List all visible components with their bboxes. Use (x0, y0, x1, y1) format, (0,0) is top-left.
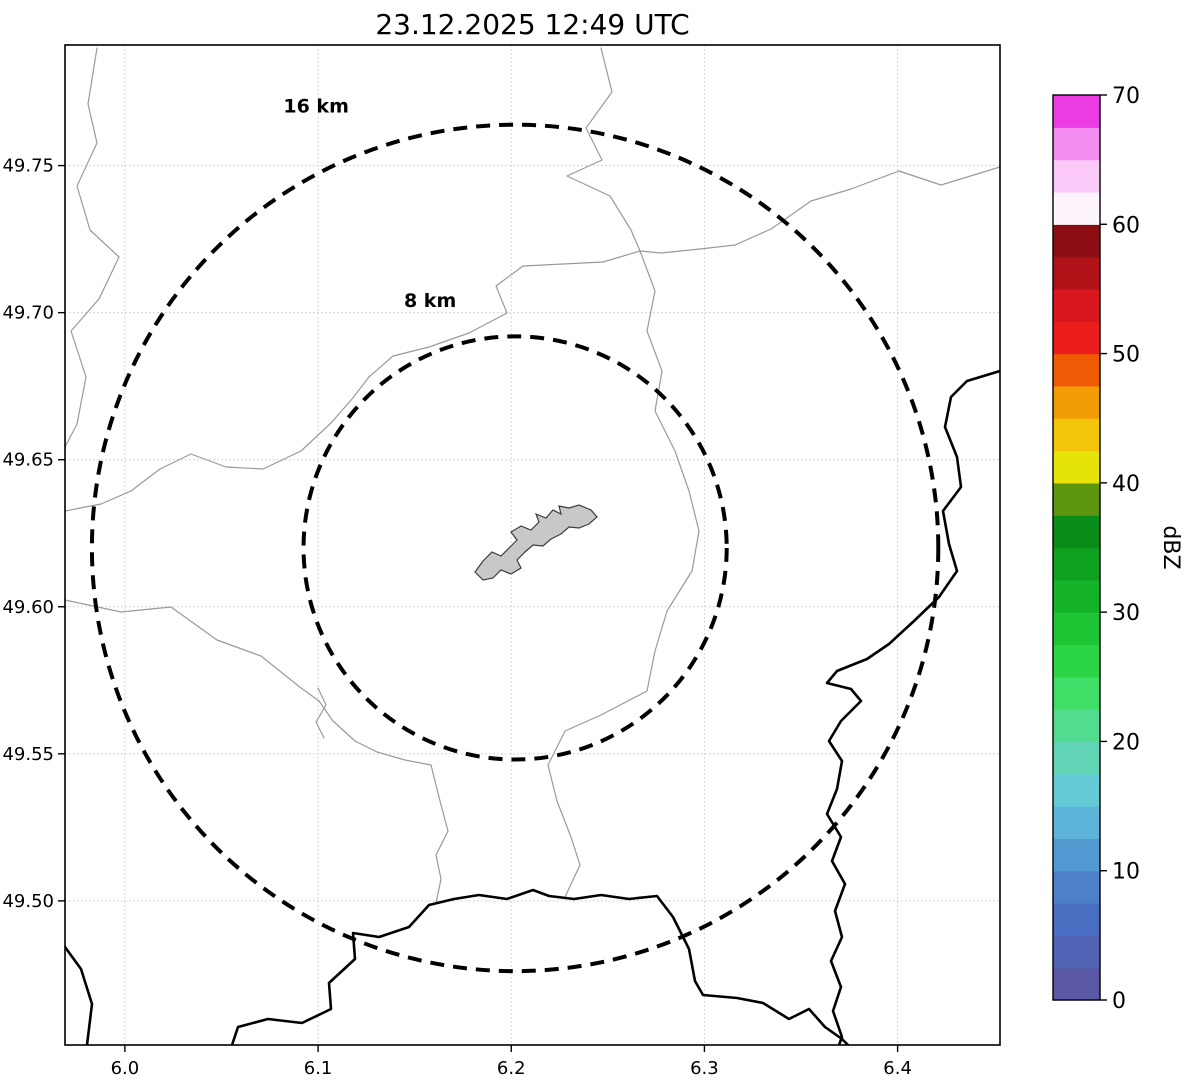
colorbar-segment (1053, 870, 1100, 904)
x-axis-tick-label: 6.4 (883, 1058, 912, 1079)
range-ring-label: 8 km (404, 290, 456, 312)
colorbar-tick-label: 20 (1112, 730, 1140, 755)
colorbar-segment (1053, 353, 1100, 387)
river-line (315, 687, 327, 739)
colorbar-unit-label: dBZ (1158, 525, 1183, 569)
y-axis-tick-label: 49.55 (2, 744, 54, 765)
x-axis-tick-label: 6.0 (111, 1058, 140, 1079)
x-axis-tick-label: 6.2 (497, 1058, 526, 1079)
range-ring-8km (301, 334, 729, 762)
range-ring-label: 16 km (283, 96, 349, 118)
x-axis-tick-label: 6.3 (690, 1058, 719, 1079)
colorbar-segment (1053, 612, 1100, 646)
y-axis-tick-label: 49.70 (2, 303, 54, 324)
colorbar-segment (1053, 773, 1100, 807)
x-axis-tick-label: 6.1 (304, 1058, 333, 1079)
colorbar-segment (1053, 191, 1100, 225)
colorbar-segment (1053, 224, 1100, 258)
river-line (65, 47, 641, 512)
river-line (65, 599, 449, 904)
colorbar-tick-label: 0 (1112, 989, 1126, 1014)
plot-frame (64, 44, 1001, 1046)
range-ring-16km (89, 122, 941, 974)
colorbar-tick-label: 40 (1112, 472, 1140, 497)
colorbar-segment (1053, 676, 1100, 710)
y-axis-tick-label: 49.60 (2, 597, 54, 618)
colorbar-segment (1053, 482, 1100, 516)
colorbar-tick-label: 30 (1112, 601, 1140, 626)
colorbar-segment (1053, 547, 1100, 581)
colorbar-segment (1053, 935, 1100, 969)
colorbar-segment (1053, 321, 1100, 355)
colorbar-tick-label: 60 (1112, 213, 1140, 238)
colorbar-segment (1053, 385, 1100, 419)
colorbar-segment (1053, 903, 1100, 936)
colorbar-tick-label: 10 (1112, 860, 1140, 885)
country-border-line (65, 945, 94, 1045)
colorbar-segment (1053, 159, 1100, 193)
colorbar-segment (1053, 95, 1100, 128)
colorbar-segment (1053, 838, 1100, 872)
colorbar-segment (1053, 256, 1100, 290)
colorbar-segment (1053, 709, 1100, 743)
colorbar-segment (1053, 127, 1100, 161)
colorbar-tick-label: 50 (1112, 343, 1140, 368)
colorbar-segment (1053, 967, 1100, 1001)
map-layers: 8 km 16 km (65, 45, 1000, 1045)
river-line (639, 166, 1000, 254)
colorbar-tick-label: 70 (1112, 84, 1140, 109)
colorbar-segment (1053, 644, 1100, 678)
colorbar-segment (1053, 806, 1100, 839)
urban-area-polygon (474, 504, 598, 581)
country-border-line (825, 369, 1000, 1045)
y-axis-tick-label: 49.65 (2, 450, 54, 471)
colorbar-segment (1053, 741, 1100, 775)
colorbar-segment (1053, 450, 1100, 484)
river-line (65, 47, 120, 448)
colorbar-segment (1053, 418, 1100, 452)
country-border-line (230, 888, 850, 1045)
colorbar-segment (1053, 288, 1100, 322)
colorbar-segment (1053, 579, 1100, 613)
y-axis-tick-label: 49.75 (2, 156, 54, 177)
river-line (547, 250, 700, 898)
y-axis-tick-label: 49.50 (2, 891, 54, 912)
colorbar-segment (1053, 515, 1100, 549)
plot-title: 23.12.2025 12:49 UTC (375, 8, 690, 41)
colorbar-frame (1052, 94, 1101, 1001)
